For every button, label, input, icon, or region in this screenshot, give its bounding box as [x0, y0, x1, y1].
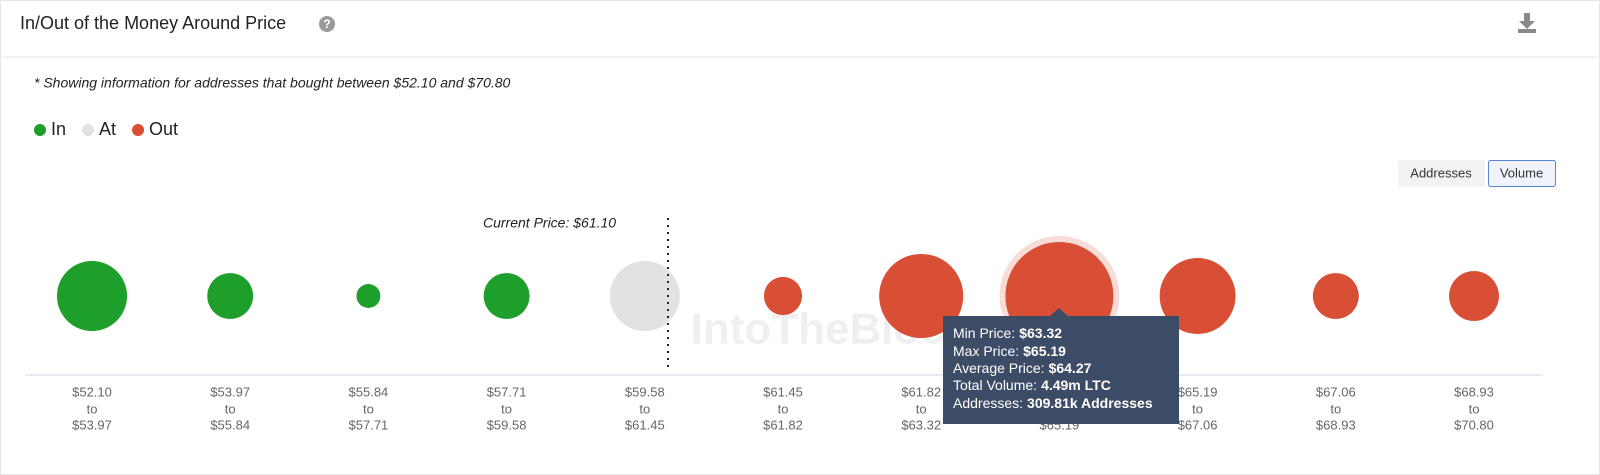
x-tick-label: to	[363, 401, 374, 416]
x-tick-label: $59.58	[625, 384, 665, 399]
svg-text:Average Price:$64.27: Average Price: $64.27	[953, 360, 1092, 376]
legend-marker	[132, 124, 145, 136]
svg-text:?: ?	[323, 17, 330, 31]
x-tick-label: $53.97	[210, 384, 250, 399]
x-tick-label: to	[778, 401, 789, 416]
help-icon[interactable]: ?	[319, 16, 335, 32]
download-icon[interactable]	[1518, 13, 1536, 33]
toggle-label[interactable]: Volume	[1500, 165, 1543, 180]
bubble[interactable]	[763, 276, 803, 316]
x-tick-label: $55.84	[349, 384, 389, 399]
x-tick-label: to	[639, 401, 650, 416]
bubble[interactable]	[483, 273, 530, 319]
x-tick-label: to	[87, 401, 98, 416]
bubble[interactable]	[1159, 258, 1236, 334]
x-tick-label: to	[225, 401, 236, 416]
tooltip-value: $65.19	[1023, 343, 1066, 359]
tooltip-label: Addresses:	[953, 395, 1023, 411]
svg-text:Addresses:309.81k Addresses: Addresses: 309.81k Addresses	[953, 395, 1153, 411]
x-tick-label: $63.32	[901, 417, 941, 432]
tooltip: Min Price: $63.32 Max Price: $65.19 Averag…	[943, 308, 1179, 424]
tooltip-value: 4.49m LTC	[1041, 377, 1111, 393]
x-tick-label: $55.84	[210, 417, 250, 432]
legend-marker	[82, 124, 95, 136]
x-tick-label: $65.19	[1178, 384, 1218, 399]
x-tick-label: $57.71	[487, 384, 527, 399]
toggle-button[interactable]	[1488, 160, 1556, 187]
legend-label: At	[99, 119, 116, 139]
toggle-label[interactable]: Addresses	[1410, 165, 1472, 180]
tooltip-label: Total Volume:	[953, 377, 1037, 393]
bubble[interactable]	[207, 273, 254, 319]
x-tick-label: $61.45	[625, 417, 665, 432]
tooltip-value: $64.27	[1049, 360, 1092, 376]
bubble[interactable]	[356, 284, 381, 308]
bubble[interactable]	[879, 253, 964, 339]
tooltip-label: Average Price:	[953, 360, 1045, 376]
tooltip-value: $63.32	[1019, 325, 1062, 341]
svg-text:Max Price:$65.19: Max Price: $65.19	[953, 343, 1066, 359]
bubble[interactable]	[1449, 271, 1499, 321]
x-tick-label: $61.82	[901, 384, 941, 399]
x-tick-label: to	[501, 401, 512, 416]
x-tick-label: $68.93	[1454, 384, 1494, 399]
svg-text:Total Volume:4.49m LTC: Total Volume: 4.49m LTC	[953, 377, 1111, 393]
x-tick-label: to	[1469, 401, 1480, 416]
bubble[interactable]	[1312, 273, 1359, 319]
x-tick-label: $61.82	[763, 417, 803, 432]
current-price-label: Current Price: $61.10	[483, 215, 616, 231]
x-tick-label: $59.58	[487, 417, 527, 432]
x-tick-label: $67.06	[1178, 417, 1218, 432]
x-tick-label: $57.71	[349, 417, 389, 432]
subtitle: * Showing information for addresses that…	[34, 75, 511, 91]
x-tick-label: to	[916, 401, 927, 416]
x-tick-label: $61.45	[763, 384, 803, 399]
bubble[interactable]	[56, 260, 128, 332]
legend-marker	[34, 124, 46, 136]
x-tick-label: $68.93	[1316, 417, 1356, 432]
legend-label: In	[51, 119, 66, 139]
x-tick-label: $53.97	[72, 417, 112, 432]
tooltip-label: Min Price:	[953, 325, 1015, 341]
legend-label: Out	[149, 119, 178, 139]
toggle-button[interactable]	[1398, 160, 1485, 187]
svg-text:Min Price:$63.32: Min Price: $63.32	[953, 325, 1062, 341]
chart-title: In/Out of the Money Around Price	[20, 13, 286, 33]
tooltip-label: Max Price:	[953, 343, 1019, 359]
x-tick-label: $70.80	[1454, 417, 1494, 432]
x-tick-label: to	[1192, 401, 1203, 416]
tooltip-value: 309.81k Addresses	[1027, 395, 1153, 411]
bubble[interactable]	[609, 260, 680, 332]
x-tick-label: to	[1330, 401, 1341, 416]
x-tick-label: $52.10	[72, 384, 112, 399]
x-tick-label: $67.06	[1316, 384, 1356, 399]
